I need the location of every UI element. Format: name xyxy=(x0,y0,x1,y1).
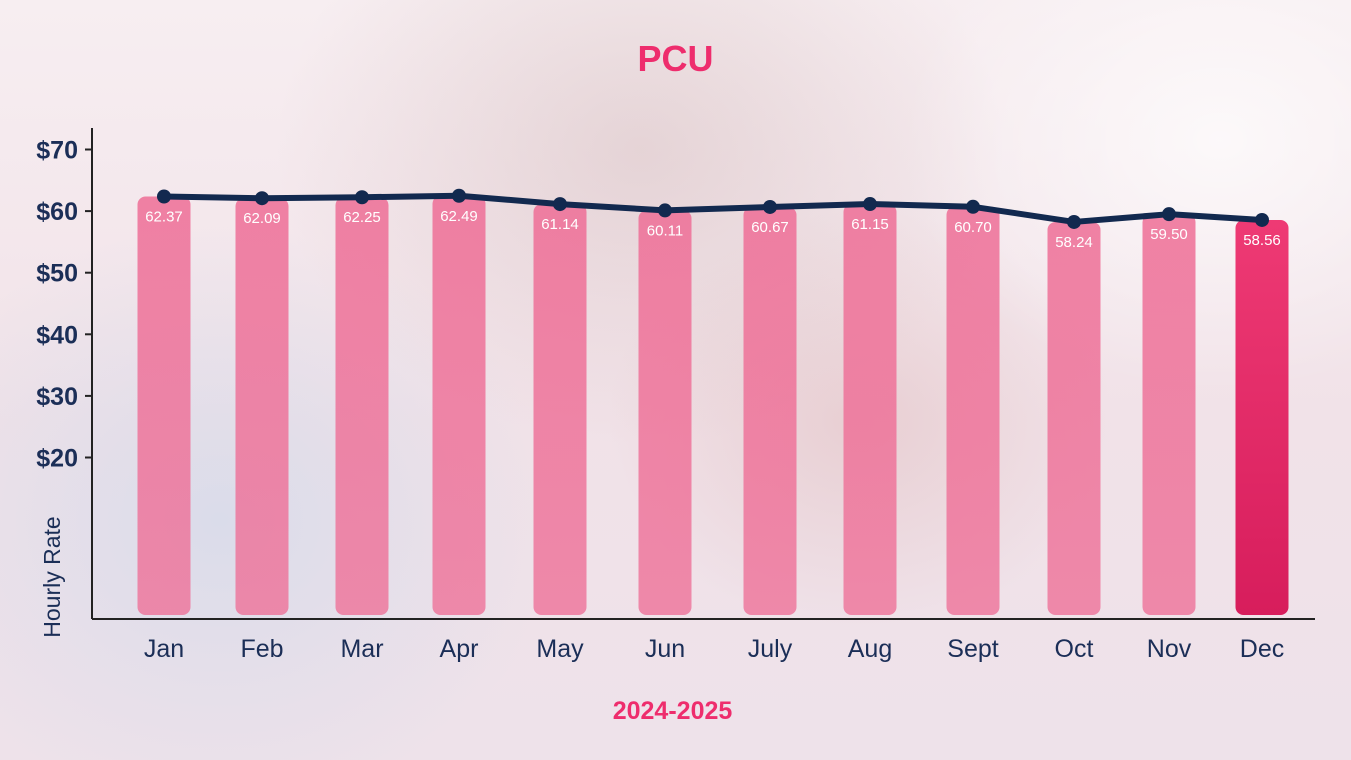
x-tick-label: Dec xyxy=(1240,635,1284,663)
data-label-sept: 60.70 xyxy=(954,219,992,236)
x-tick-label: Jan xyxy=(144,635,184,663)
x-tick-label: Aug xyxy=(848,635,892,663)
bar-feb xyxy=(235,198,289,616)
point-dec xyxy=(1255,212,1269,227)
bar-apr xyxy=(432,195,486,615)
x-tick-label: Apr xyxy=(440,635,479,663)
point-apr xyxy=(452,188,466,203)
y-tick-label: $40 xyxy=(36,321,78,349)
point-nov xyxy=(1162,207,1176,222)
bar-mar xyxy=(335,197,389,616)
bar-oct xyxy=(1047,221,1101,616)
chart-title: PCU xyxy=(637,38,714,79)
y-tick-label: $20 xyxy=(36,445,78,473)
y-tick-label: $50 xyxy=(36,260,78,288)
bar-jun xyxy=(638,210,692,615)
bar-dec xyxy=(1235,219,1289,615)
y-tick-label: $60 xyxy=(36,198,78,226)
bars-layer xyxy=(137,195,1289,616)
point-jan xyxy=(157,189,171,204)
point-sept xyxy=(966,199,980,214)
point-july xyxy=(763,199,777,214)
data-label-may: 61.14 xyxy=(541,216,579,233)
x-tick-label: Nov xyxy=(1147,635,1192,663)
point-mar xyxy=(355,190,369,205)
data-label-jun: 60.11 xyxy=(647,222,683,239)
data-label-apr: 62.49 xyxy=(440,208,478,225)
point-feb xyxy=(255,191,269,206)
data-label-mar: 62.25 xyxy=(343,209,381,226)
point-jun xyxy=(658,203,672,218)
x-tick-label: Sept xyxy=(947,635,998,663)
bar-may xyxy=(533,204,587,615)
bar-nov xyxy=(1142,214,1196,615)
point-oct xyxy=(1067,214,1081,229)
data-label-jan: 62.37 xyxy=(145,209,183,226)
bar-sept xyxy=(946,206,1000,615)
data-label-dec: 58.56 xyxy=(1243,232,1281,249)
bar-jan xyxy=(137,196,191,615)
x-axis-title: 2024-2025 xyxy=(612,697,733,725)
data-label-nov: 59.50 xyxy=(1150,226,1188,243)
x-tick-label: Jun xyxy=(645,635,685,663)
point-aug xyxy=(863,197,877,212)
data-label-feb: 62.09 xyxy=(243,210,281,227)
x-tick-label: July xyxy=(748,635,793,663)
data-label-aug: 61.15 xyxy=(851,216,889,233)
data-labels-layer: 62.37 62.09 62.25 62.49 61.14 60.11 60.67 61.15… xyxy=(145,208,1281,251)
line-layer xyxy=(157,188,1269,229)
y-tick-label: $70 xyxy=(36,137,78,165)
bar-july xyxy=(743,206,797,616)
data-label-july: 60.67 xyxy=(751,219,789,236)
x-tick-label: May xyxy=(536,635,584,663)
bar-aug xyxy=(843,204,897,616)
data-label-oct: 58.24 xyxy=(1055,234,1093,251)
trend-line xyxy=(161,192,1265,225)
x-tick-label: Mar xyxy=(340,635,383,663)
axes-layer: $20 $30 $40 $50 $60 $70 Jan Feb Mar Apr May Jun July… xyxy=(36,128,1315,663)
y-tick-label: $30 xyxy=(36,383,78,411)
x-tick-label: Oct xyxy=(1055,635,1094,663)
point-may xyxy=(553,197,567,212)
y-axis-label: Hourly Rate xyxy=(39,516,65,637)
x-tick-label: Feb xyxy=(240,635,283,663)
